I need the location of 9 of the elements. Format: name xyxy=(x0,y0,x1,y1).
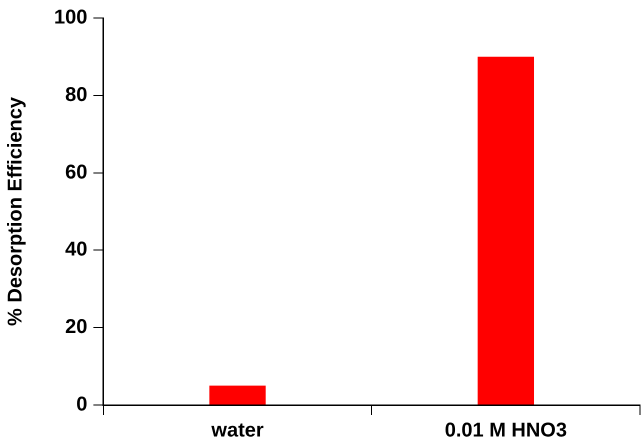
y-tick-label: 100 xyxy=(54,6,88,29)
y-tick-label: 40 xyxy=(65,238,88,261)
y-tick-label: 0 xyxy=(76,394,88,416)
y-tick-label: 80 xyxy=(65,84,88,106)
y-axis-title: % Desorption Efficiency xyxy=(4,96,27,326)
x-tick-label: water xyxy=(210,420,264,442)
y-tick-label: 20 xyxy=(65,316,88,338)
y-tick-label: 60 xyxy=(65,161,88,184)
x-tick-label: 0.01 M HNO3 xyxy=(444,420,567,442)
